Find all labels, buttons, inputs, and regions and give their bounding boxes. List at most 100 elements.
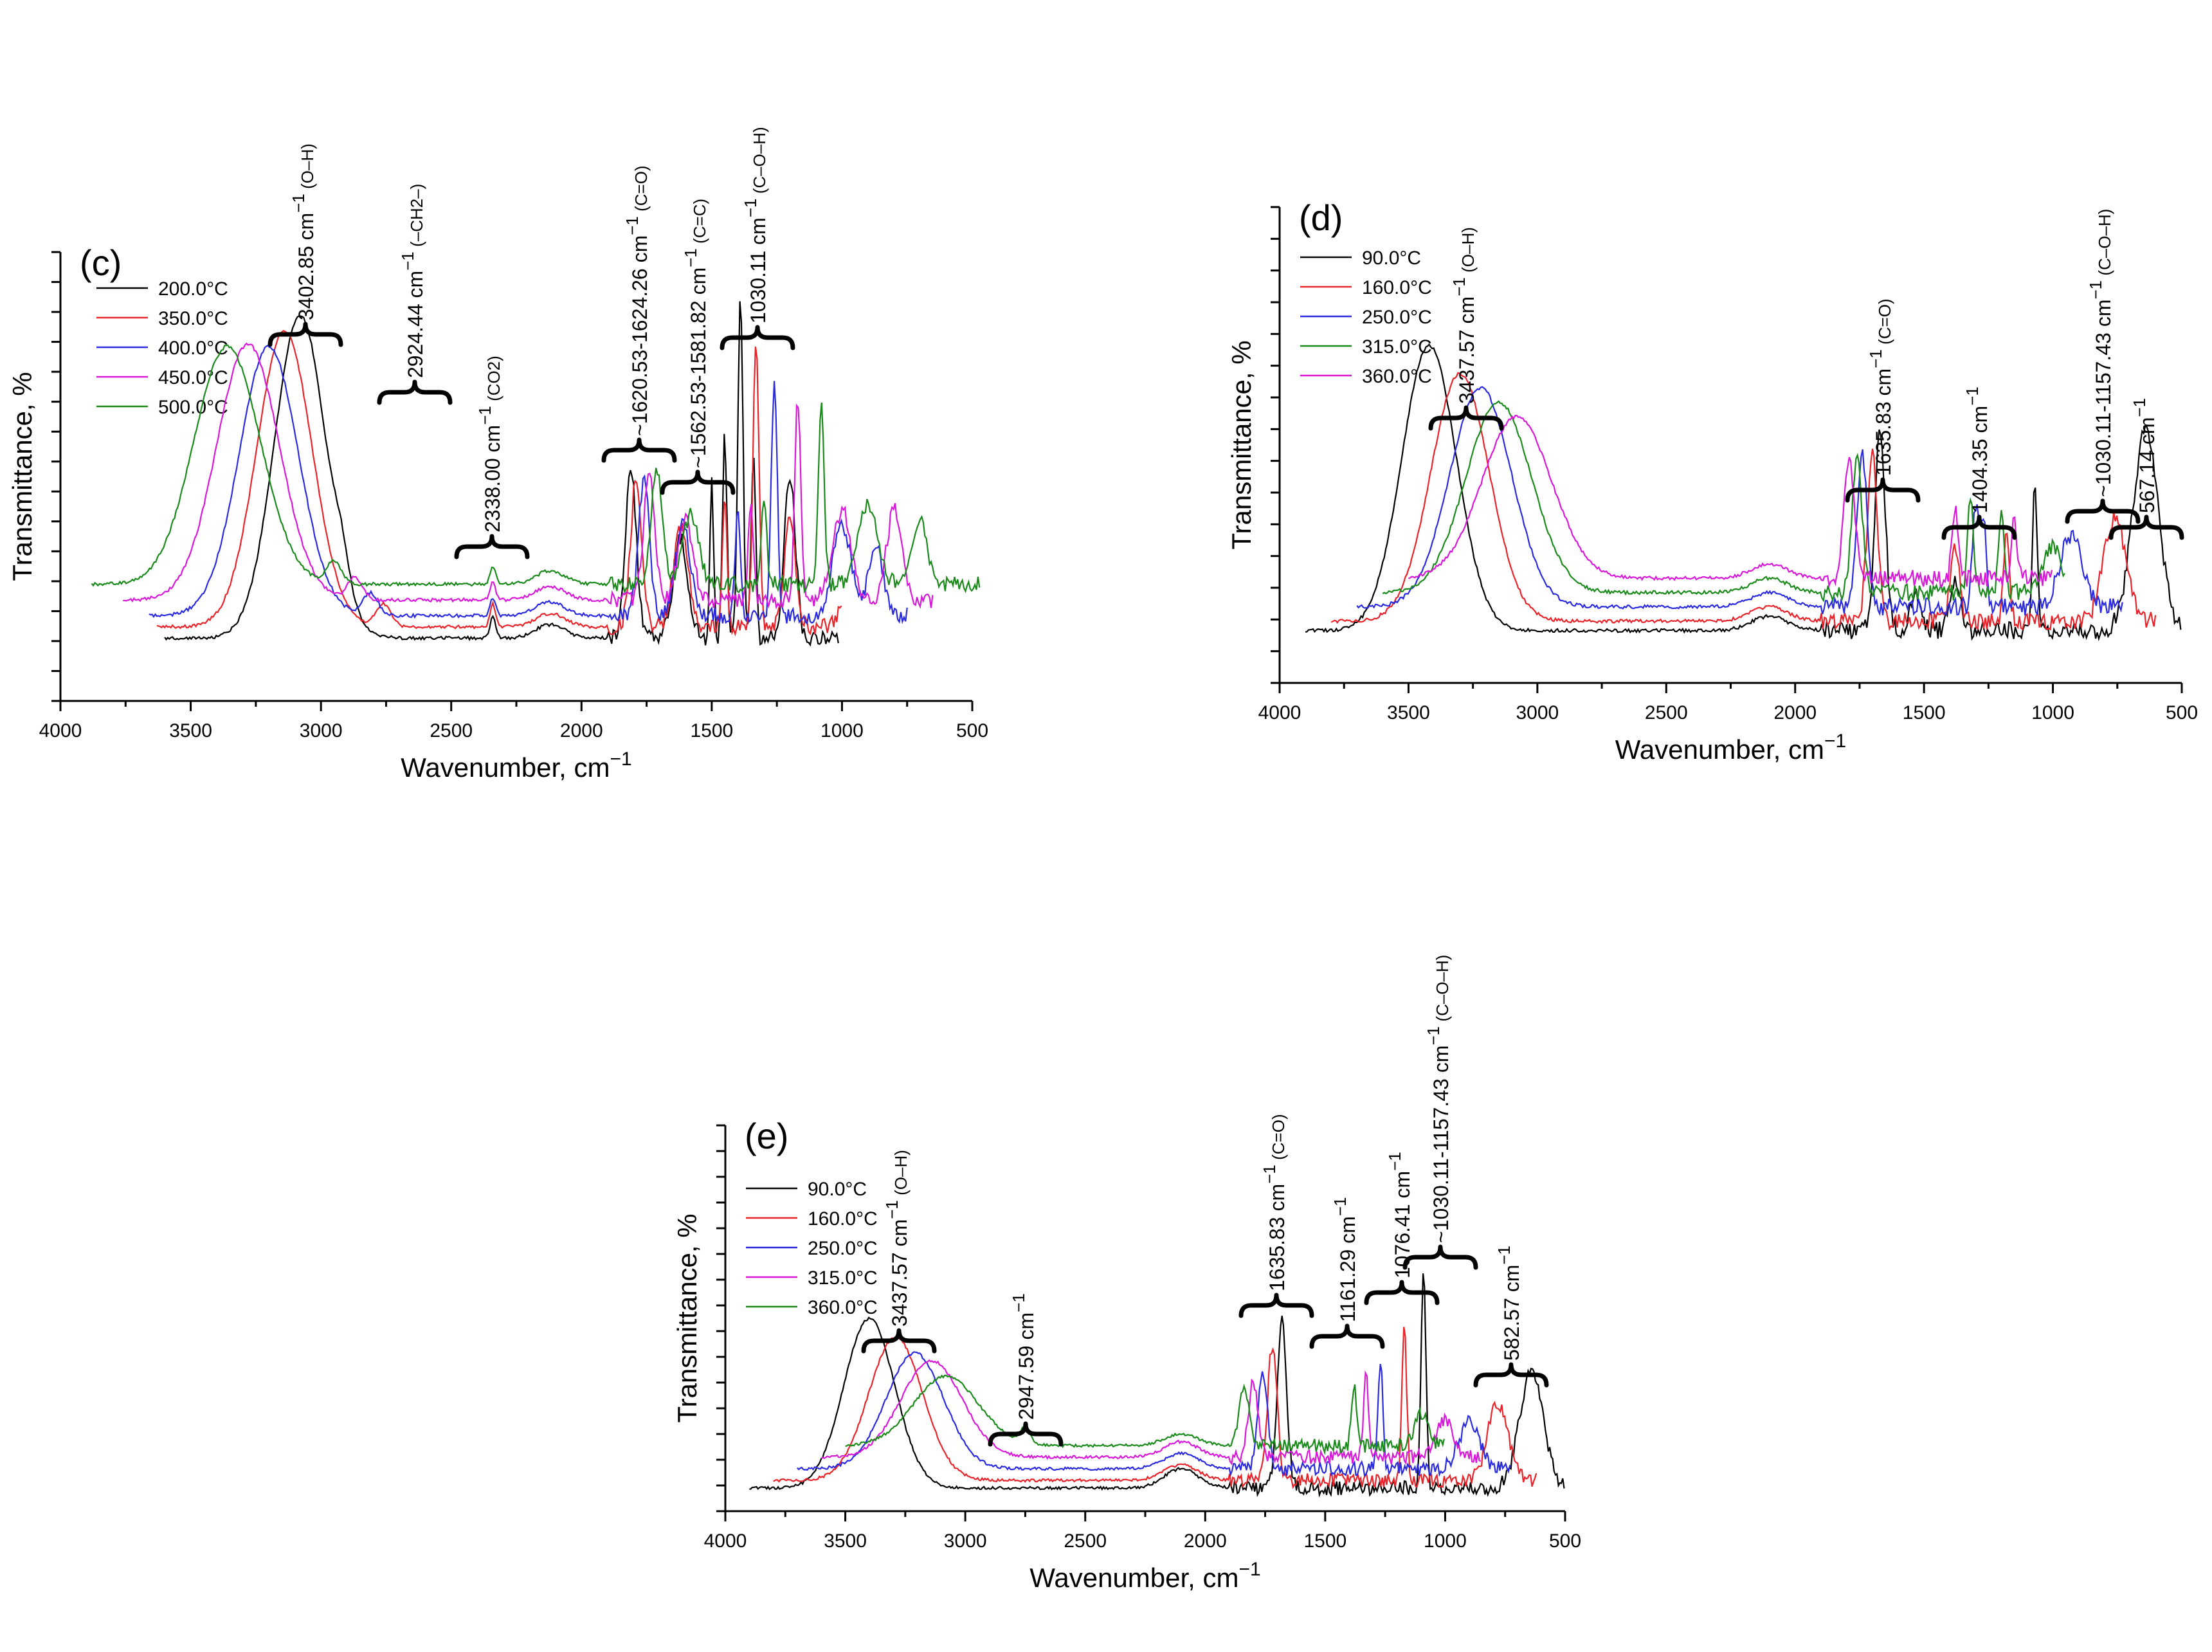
annotation-brace — [454, 534, 530, 559]
annotation-label: 2338.00 cm−1 (CO2) — [475, 356, 504, 532]
annotation-brace — [720, 325, 795, 350]
y-axis-label: Transmittance, % — [1226, 340, 1256, 549]
annotation-brace — [1941, 514, 2017, 540]
annotation-brace — [1402, 1244, 1478, 1270]
annotation-brace — [1845, 477, 1921, 503]
annotation-brace — [1428, 405, 1504, 431]
legend-label: 160.0°C — [808, 1208, 878, 1230]
legend-label: 250.0°C — [808, 1238, 878, 1259]
x-tick-label: 500 — [1549, 1530, 1581, 1552]
annotation-brace — [1473, 1362, 1549, 1388]
x-tick-label: 3500 — [824, 1530, 867, 1552]
annotation-brace — [377, 379, 453, 405]
x-tick-label: 3000 — [300, 720, 343, 741]
annotation-brace — [988, 1421, 1064, 1447]
series-line — [1330, 372, 2157, 631]
annotation-label: 567.14 cm−1 — [2130, 398, 2159, 513]
annotation-brace — [601, 437, 677, 463]
x-tick-label: 1500 — [1303, 1530, 1346, 1552]
series-line — [845, 1374, 1445, 1455]
x-tick-label: 2000 — [560, 720, 603, 741]
annotation-brace — [1364, 1280, 1440, 1305]
annotation-label: 3437.57 cm−1 (O–H) — [882, 1150, 911, 1327]
legend-label: 315.0°C — [1362, 336, 1432, 358]
chart-panel-d: 4000 3500 3000 2500 2000 1500 1000 500 Wavenumbe… — [1226, 197, 2198, 765]
x-tick-label: 1000 — [1424, 1530, 1467, 1552]
annotation-label: 1404.35 cm−1 — [1963, 386, 1991, 513]
annotation-label: 1635.83 cm−1 (C=O) — [1866, 298, 1895, 476]
legend-label: 400.0°C — [158, 338, 228, 359]
series-line — [1305, 343, 2182, 642]
series-line — [1408, 414, 2053, 588]
legend-label: 360.0°C — [808, 1297, 878, 1318]
legend-label: 500.0°C — [158, 397, 228, 418]
x-tick-label: 500 — [956, 720, 988, 741]
annotation-label: ~1030.11-1157.43 cm−1 (C–O–H) — [1424, 955, 1453, 1243]
series-line — [797, 1351, 1511, 1478]
x-tick-label: 2000 — [1773, 702, 1817, 723]
annotation-label: 1635.83 cm−1 (C=O) — [1260, 1114, 1289, 1291]
series-line — [149, 344, 908, 626]
x-axis-label: Wavenumber, cm−1 — [1615, 731, 1846, 765]
annotation-brace — [1309, 1323, 1385, 1349]
chart-panel-e: 4000 3500 3000 2500 2000 1500 1000 500 Wavenumbe… — [672, 955, 1581, 1593]
annotation-brace — [267, 322, 343, 347]
annotation-label: 2947.59 cm−1 — [1009, 1293, 1038, 1420]
x-tick-label: 3000 — [1516, 702, 1559, 723]
x-tick-label: 1000 — [820, 720, 864, 741]
annotation-label: 582.57 cm−1 — [1494, 1246, 1523, 1361]
annotation-brace — [861, 1328, 937, 1354]
x-axis-label: Wavenumber, cm−1 — [1029, 1559, 1260, 1593]
x-tick-label: 4000 — [704, 1530, 747, 1552]
annotation-label: ~1620.53-1624.26 cm−1 (C=O) — [622, 165, 651, 436]
x-tick-label: 500 — [2166, 702, 2198, 723]
annotation-label: ~1562.53-1581.82 cm−1 (C=C) — [681, 199, 710, 468]
annotation-brace — [2108, 514, 2184, 540]
panel-label: (d) — [1299, 197, 1343, 238]
series-line — [156, 330, 842, 637]
legend-label: 250.0°C — [1362, 307, 1432, 328]
series-line — [91, 344, 981, 594]
x-tick-label: 1500 — [1903, 702, 1946, 723]
annotation-brace — [2065, 498, 2141, 524]
annotation-brace — [660, 469, 736, 495]
x-tick-label: 3000 — [944, 1530, 987, 1552]
annotation-label: 3437.57 cm−1 (O–H) — [1449, 227, 1478, 404]
legend-label: 360.0°C — [1362, 366, 1432, 387]
legend-label: 200.0°C — [158, 278, 228, 300]
annotation-label: ~1030.11-1157.43 cm−1 (C–O–H) — [2086, 209, 2115, 497]
annotation-label: 1030.11 cm−1 (C–O–H) — [741, 127, 770, 323]
annotation-label: 2924.44 cm−1 (–CH2–) — [398, 184, 427, 378]
legend-label: 160.0°C — [1362, 277, 1432, 298]
x-tick-label: 2000 — [1184, 1530, 1227, 1552]
legend-label: 315.0°C — [808, 1267, 878, 1289]
y-axis-label: Transmittance, % — [672, 1213, 702, 1422]
annotation-label: 3402.85 cm−1 (O–H) — [289, 143, 318, 320]
chart-panel-c: 4000 3500 3000 2500 2000 1500 1000 500 Wavenumbe… — [7, 127, 988, 783]
x-tick-label: 3500 — [1387, 702, 1430, 723]
x-tick-label: 2500 — [1645, 702, 1688, 723]
annotation-label: 1161.29 cm−1 — [1330, 1197, 1359, 1323]
legend-label: 90.0°C — [808, 1179, 867, 1200]
legend-label: 450.0°C — [158, 367, 228, 388]
x-tick-label: 1000 — [2031, 702, 2074, 723]
x-tick-label: 3500 — [169, 720, 212, 741]
legend-label: 350.0°C — [158, 308, 228, 329]
series-line — [1382, 400, 2065, 603]
panel-label: (c) — [80, 242, 122, 283]
x-tick-label: 4000 — [39, 720, 82, 741]
panel-label: (e) — [745, 1116, 788, 1156]
x-tick-label: 4000 — [1258, 702, 1301, 723]
series-line — [164, 301, 839, 647]
series-line — [1356, 386, 2123, 617]
legend-label: 90.0°C — [1362, 248, 1421, 269]
x-axis-label: Wavenumber, cm−1 — [401, 749, 631, 783]
series-line — [123, 342, 934, 610]
series-line — [820, 1359, 1482, 1466]
y-axis-label: Transmittance, % — [7, 372, 37, 581]
annotation-brace — [1238, 1293, 1314, 1318]
x-tick-label: 2500 — [1064, 1530, 1107, 1552]
x-tick-label: 2500 — [430, 720, 473, 741]
